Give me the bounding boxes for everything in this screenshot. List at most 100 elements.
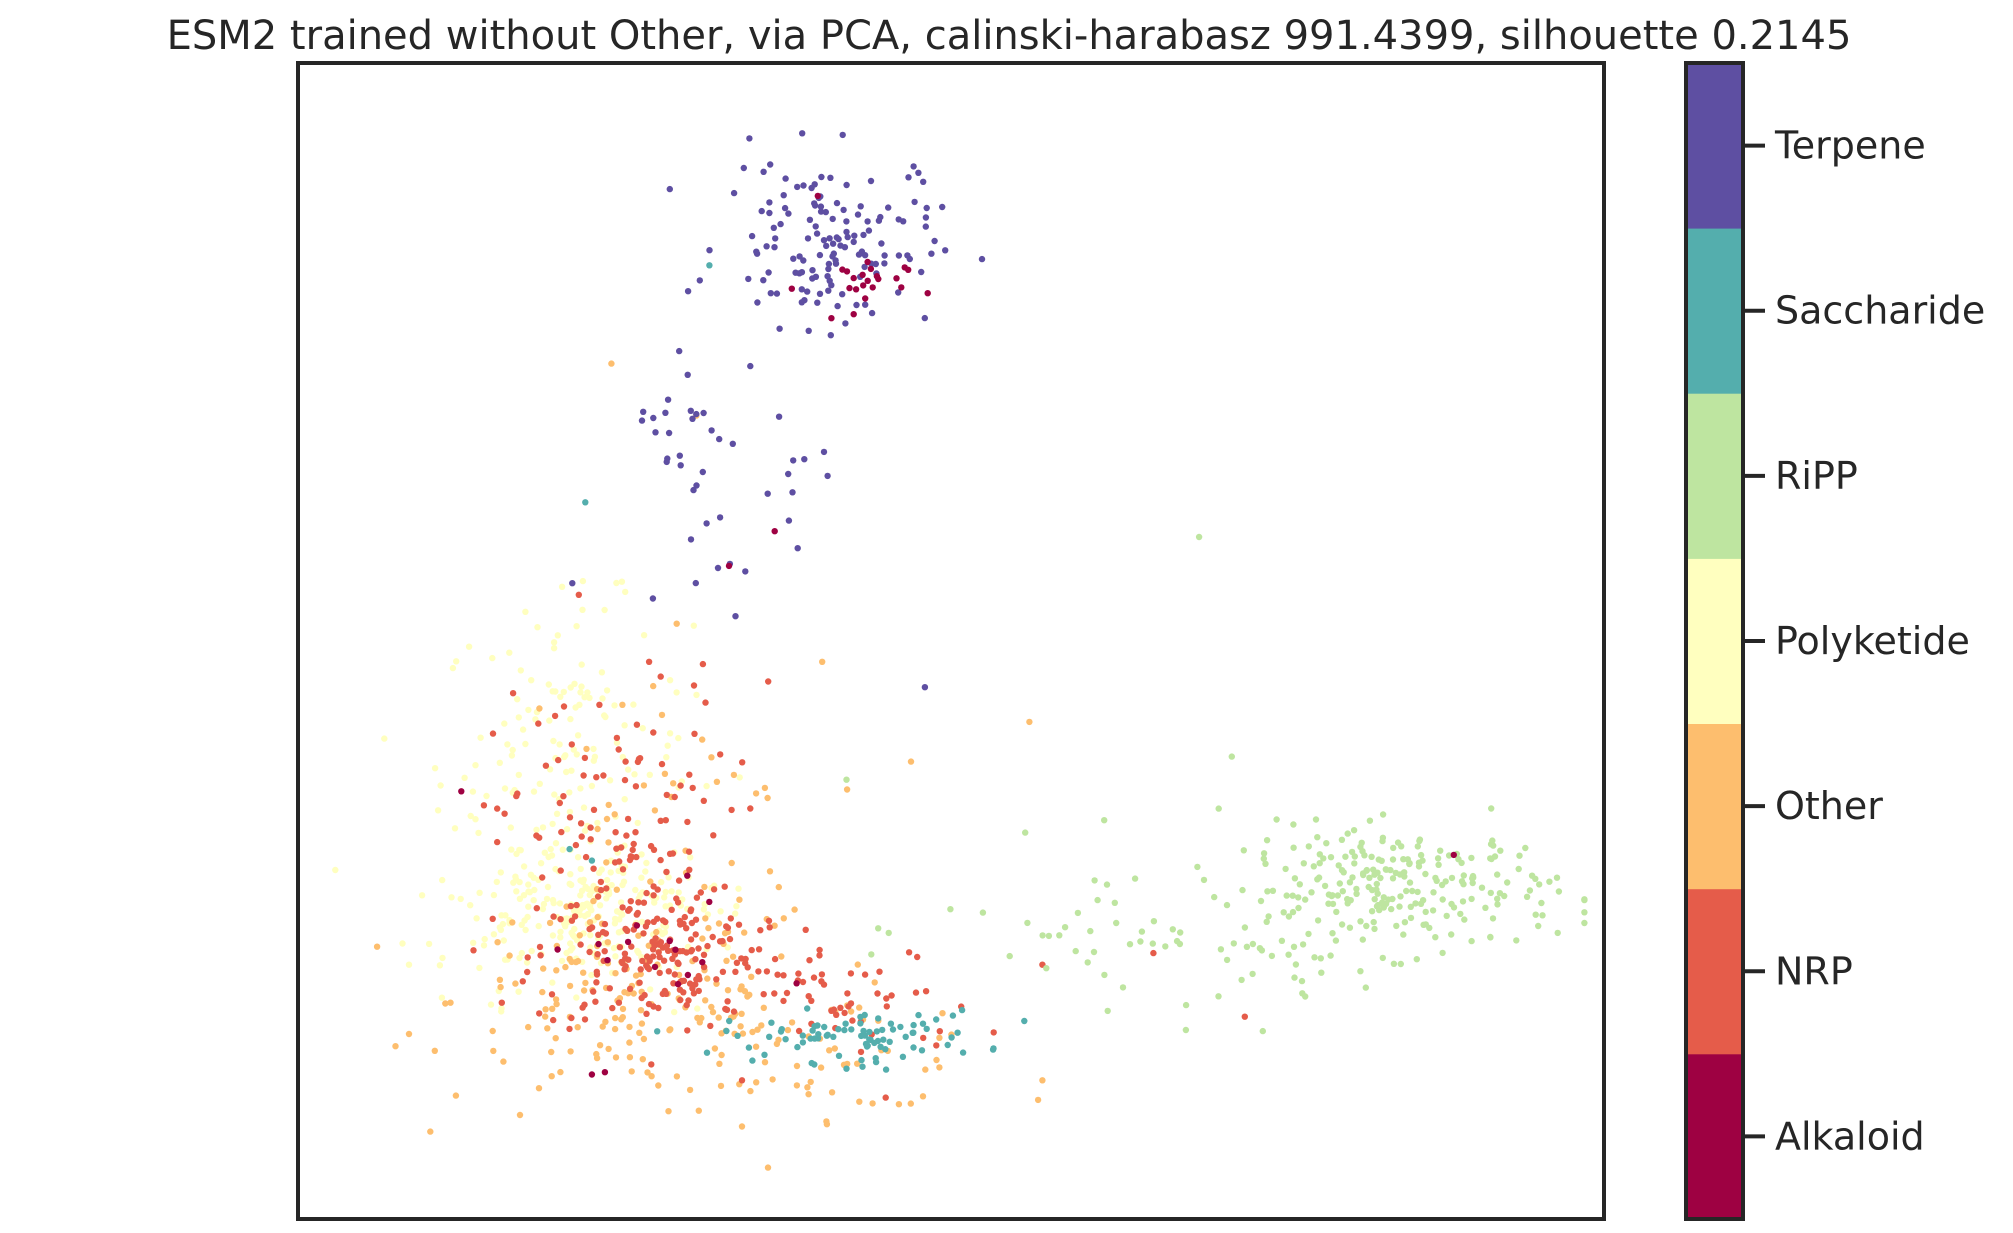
point-polyketide [517, 667, 524, 674]
point-other [804, 1084, 811, 1091]
point-polyketide [582, 883, 589, 891]
point-alkaloid [604, 957, 611, 964]
point-ripp [1223, 901, 1231, 909]
point-nrp [806, 957, 813, 964]
point-polyketide [596, 902, 604, 909]
point-nrp [728, 806, 735, 814]
point-ripp [1432, 934, 1439, 941]
point-polyketide [467, 902, 474, 909]
point-ripp [1393, 922, 1400, 930]
point-polyketide [522, 608, 529, 615]
point-other [447, 999, 454, 1006]
point-other [548, 1048, 555, 1056]
point-saccharide [872, 1058, 880, 1066]
point-ripp [885, 929, 892, 937]
point-ripp [1397, 960, 1405, 968]
point-other [919, 1093, 927, 1100]
point-polyketide [613, 908, 621, 915]
point-ripp [1469, 879, 1476, 887]
point-ripp [1314, 917, 1322, 924]
point-alkaloid [1450, 851, 1458, 859]
point-nrp [657, 939, 665, 946]
point-other [640, 782, 648, 789]
point-other [780, 915, 787, 922]
point-terpene [767, 290, 774, 297]
point-nrp [593, 971, 601, 978]
point-polyketide [381, 735, 388, 742]
point-other [611, 811, 618, 818]
point-other [604, 939, 611, 946]
point-other [496, 976, 504, 983]
point-ripp [1087, 927, 1094, 935]
point-ripp [1351, 853, 1359, 860]
point-ripp [1327, 854, 1335, 861]
point-polyketide [496, 759, 503, 766]
point-ripp [1538, 899, 1545, 907]
point-nrp [676, 917, 684, 925]
point-nrp [643, 953, 651, 960]
point-nrp [616, 944, 624, 951]
point-ripp [1366, 874, 1373, 881]
point-alkaloid [684, 872, 691, 879]
point-other [548, 1073, 555, 1080]
point-terpene [843, 181, 850, 189]
point-polyketide [635, 949, 642, 956]
point-terpene [855, 251, 863, 258]
point-nrp [841, 1009, 848, 1017]
point-terpene [746, 135, 753, 142]
point-terpene [918, 268, 925, 276]
point-other [546, 919, 554, 927]
point-terpene [663, 458, 670, 466]
point-terpene [676, 347, 683, 355]
point-polyketide [473, 915, 480, 922]
point-terpene [881, 252, 888, 259]
point-polyketide [502, 912, 509, 919]
point-polyketide [687, 854, 694, 861]
point-nrp [489, 730, 497, 737]
point-alkaloid [674, 980, 682, 988]
point-nrp [757, 927, 764, 934]
point-terpene [740, 164, 747, 172]
point-alkaloid [588, 1071, 596, 1078]
point-other [568, 958, 575, 966]
point-polyketide [577, 785, 584, 792]
point-nrp [857, 1048, 865, 1056]
point-saccharide [804, 1005, 811, 1012]
point-polyketide [513, 888, 520, 895]
point-other [709, 1008, 717, 1016]
point-terpene [895, 252, 903, 259]
scatter-points [332, 130, 1588, 1171]
point-nrp [626, 985, 634, 992]
point-polyketide [534, 624, 541, 631]
point-ripp [1249, 970, 1256, 978]
point-nrp [567, 902, 575, 910]
point-nrp [883, 1003, 890, 1010]
point-terpene [843, 218, 850, 225]
point-terpene [714, 564, 722, 572]
point-terpene [827, 332, 834, 339]
point-terpene [806, 216, 814, 223]
point-terpene [798, 299, 805, 306]
point-ripp [1290, 943, 1298, 950]
colorbar-legend: Alkaloid NRP Other Polyketide RiPP Saccharide… [1684, 61, 1985, 1221]
point-terpene [640, 408, 647, 415]
colorbar-segment-alkaloid [1686, 1053, 1743, 1220]
point-nrp [727, 915, 734, 922]
point-nrp [557, 867, 564, 874]
point-nrp [816, 952, 823, 959]
point-polyketide [618, 578, 626, 585]
point-nrp [542, 762, 550, 769]
point-other [831, 1045, 838, 1052]
point-other [574, 1023, 581, 1031]
point-ripp [1335, 862, 1342, 869]
point-polyketide [550, 639, 558, 646]
point-ripp [1103, 881, 1111, 888]
point-ripp [843, 776, 850, 783]
point-saccharide [726, 1017, 733, 1025]
point-terpene [794, 183, 801, 191]
point-nrp [587, 836, 594, 843]
point-ripp [1349, 874, 1356, 881]
point-nrp [586, 948, 593, 956]
point-other [619, 701, 626, 708]
point-nrp [470, 947, 477, 954]
